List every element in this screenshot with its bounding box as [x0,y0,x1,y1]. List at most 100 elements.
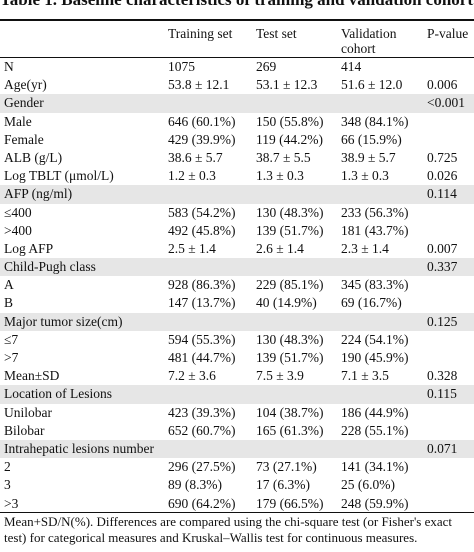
validation-cohort-value: 186 (44.9%) [341,404,409,420]
header-test-set: Test set [256,26,297,41]
validation-cohort-value: 69 (16.7%) [341,295,402,311]
table-header: Training set Test set Validation cohort … [0,22,474,60]
test-set-value: 53.1 ± 12.3 [256,77,318,93]
row-label: Child-Pugh class [4,259,96,275]
row-label: Log TBLT (μmol/L) [4,168,114,184]
row-label: N [4,59,14,74]
validation-cohort-value: 228 (55.1%) [341,422,409,438]
table-row: Unilobar 423 (39.3%) 104 (38.7%) 186 (44.9%… [0,404,474,422]
training-set-value: 928 (86.3%) [168,277,236,293]
training-set-value: 38.6 ± 5.7 [168,149,223,165]
table-row: 3 89 (8.3%) 17 (6.3%) 25 (6.0%) [0,476,474,494]
test-set-value: 179 (66.5%) [256,495,324,511]
table-row: ALB (g/L) 38.6 ± 5.7 38.7 ± 5.5 38.9 ± 5.7 0… [0,149,474,167]
row-label: Female [4,131,44,147]
row-label: Male [4,113,32,129]
training-set-value: 492 (45.8%) [168,222,236,238]
table-section-row: Major tumor size(cm) 0.125 [0,312,474,331]
test-set-value: 17 (6.3%) [256,477,310,493]
header-training-set: Training set [168,26,233,41]
test-set-value: 165 (61.3%) [256,422,324,438]
test-set-value: 130 (48.3%) [256,331,324,347]
row-label: Log AFP [4,240,54,256]
training-set-value: 1.2 ± 0.3 [168,168,216,184]
p-value: 0.328 [427,368,458,384]
row-label: Gender [4,95,44,111]
row-label: 2 [4,459,11,475]
table-row: 2 296 (27.5%) 73 (27.1%) 141 (34.1%) [0,458,474,476]
training-set-value: 89 (8.3%) [168,477,222,493]
row-label: Location of Lesions [4,386,112,402]
table-row: ≤400 583 (54.2%) 130 (48.3%) 233 (56.3%) [0,204,474,222]
table-section-row: AFP (ng/ml) 0.114 [0,185,474,204]
header-validation-cohort: Validation cohort [341,26,397,56]
p-value: 0.725 [427,149,458,165]
test-set-value: 1.3 ± 0.3 [256,168,304,184]
test-set-value: 38.7 ± 5.5 [256,149,311,165]
row-label: 3 [4,477,11,493]
training-set-value: 1075 [168,59,195,74]
p-value: 0.115 [427,386,457,402]
table-row: Male 646 (60.1%) 150 (55.8%) 348 (84.1%) [0,113,474,131]
table-row: Age(yr) 53.8 ± 12.1 53.1 ± 12.3 51.6 ± 12.0… [0,76,474,94]
header-rule [0,57,474,58]
row-label: Bilobar [4,422,45,438]
row-label: B [4,295,14,311]
table-section-row: Child-Pugh class 0.337 [0,258,474,277]
test-set-value: 2.6 ± 1.4 [256,240,304,256]
row-label: ≤400 [4,204,32,220]
validation-cohort-value: 348 (84.1%) [341,113,409,129]
table-section-row: Gender <0.001 [0,94,474,113]
table-row: A 928 (86.3%) 229 (85.1%) 345 (83.3%) [0,276,474,294]
top-rule [0,19,474,21]
validation-cohort-value: 1.3 ± 0.3 [341,168,389,184]
p-value: <0.001 [427,95,465,111]
validation-cohort-value: 7.1 ± 3.5 [341,368,389,384]
header-p-value: P-value [427,26,469,41]
validation-cohort-value: 2.3 ± 1.4 [341,240,389,256]
test-set-value: 104 (38.7%) [256,404,324,420]
row-label: A [4,277,14,293]
validation-cohort-value: 25 (6.0%) [341,477,395,493]
training-set-value: 690 (64.2%) [168,495,236,511]
training-set-value: 7.2 ± 3.6 [168,368,216,384]
row-label: ≤7 [4,331,19,347]
row-label: Age(yr) [4,77,47,93]
validation-cohort-value: 181 (43.7%) [341,222,409,238]
test-set-value: 139 (51.7%) [256,350,324,365]
table-caption: Table 1. Baseline characteristics of tra… [0,0,474,10]
row-label: Unilobar [4,404,52,420]
validation-cohort-value: 233 (56.3%) [341,204,409,220]
row-label: AFP (ng/ml) [4,186,73,202]
training-set-value: 652 (60.7%) [168,422,236,438]
row-label: >400 [4,222,32,238]
row-label: Major tumor size(cm) [4,313,123,329]
validation-cohort-value: 51.6 ± 12.0 [341,77,403,93]
p-value: 0.006 [427,77,458,93]
table-row: Log TBLT (μmol/L) 1.2 ± 0.3 1.3 ± 0.3 1.3 ±… [0,167,474,185]
p-value: 0.114 [427,186,457,202]
table-row: Log AFP 2.5 ± 1.4 2.6 ± 1.4 2.3 ± 1.4 0.007 [0,240,474,258]
validation-cohort-value: 414 [341,59,362,74]
training-set-value: 53.8 ± 12.1 [168,77,230,93]
table-row: B 147 (13.7%) 40 (14.9%) 69 (16.7%) [0,294,474,312]
test-set-value: 269 [256,59,277,74]
validation-cohort-value: 66 (15.9%) [341,131,402,147]
validation-cohort-value: 224 (54.1%) [341,331,409,347]
test-set-value: 150 (55.8%) [256,113,324,129]
p-value: 0.007 [427,240,458,256]
test-set-value: 40 (14.9%) [256,295,317,311]
test-set-value: 139 (51.7%) [256,222,324,238]
p-value: 0.026 [427,168,458,184]
row-label: >3 [4,495,19,511]
table-body: N 1075 269 414 Age(yr) 53.8 ± 12.1 53.1 ± 12.3… [0,58,474,513]
training-set-value: 583 (54.2%) [168,204,236,220]
test-set-value: 229 (85.1%) [256,277,324,293]
validation-cohort-value: 248 (59.9%) [341,495,409,511]
table-row: Bilobar 652 (60.7%) 165 (61.3%) 228 (55.1%) [0,422,474,440]
test-set-value: 73 (27.1%) [256,459,317,475]
training-set-value: 2.5 ± 1.4 [168,240,216,256]
validation-cohort-value: 345 (83.3%) [341,277,409,293]
row-label: Mean±SD [4,368,60,384]
table-footnote: Mean+SD/N(%). Differences are compared u… [4,514,453,545]
